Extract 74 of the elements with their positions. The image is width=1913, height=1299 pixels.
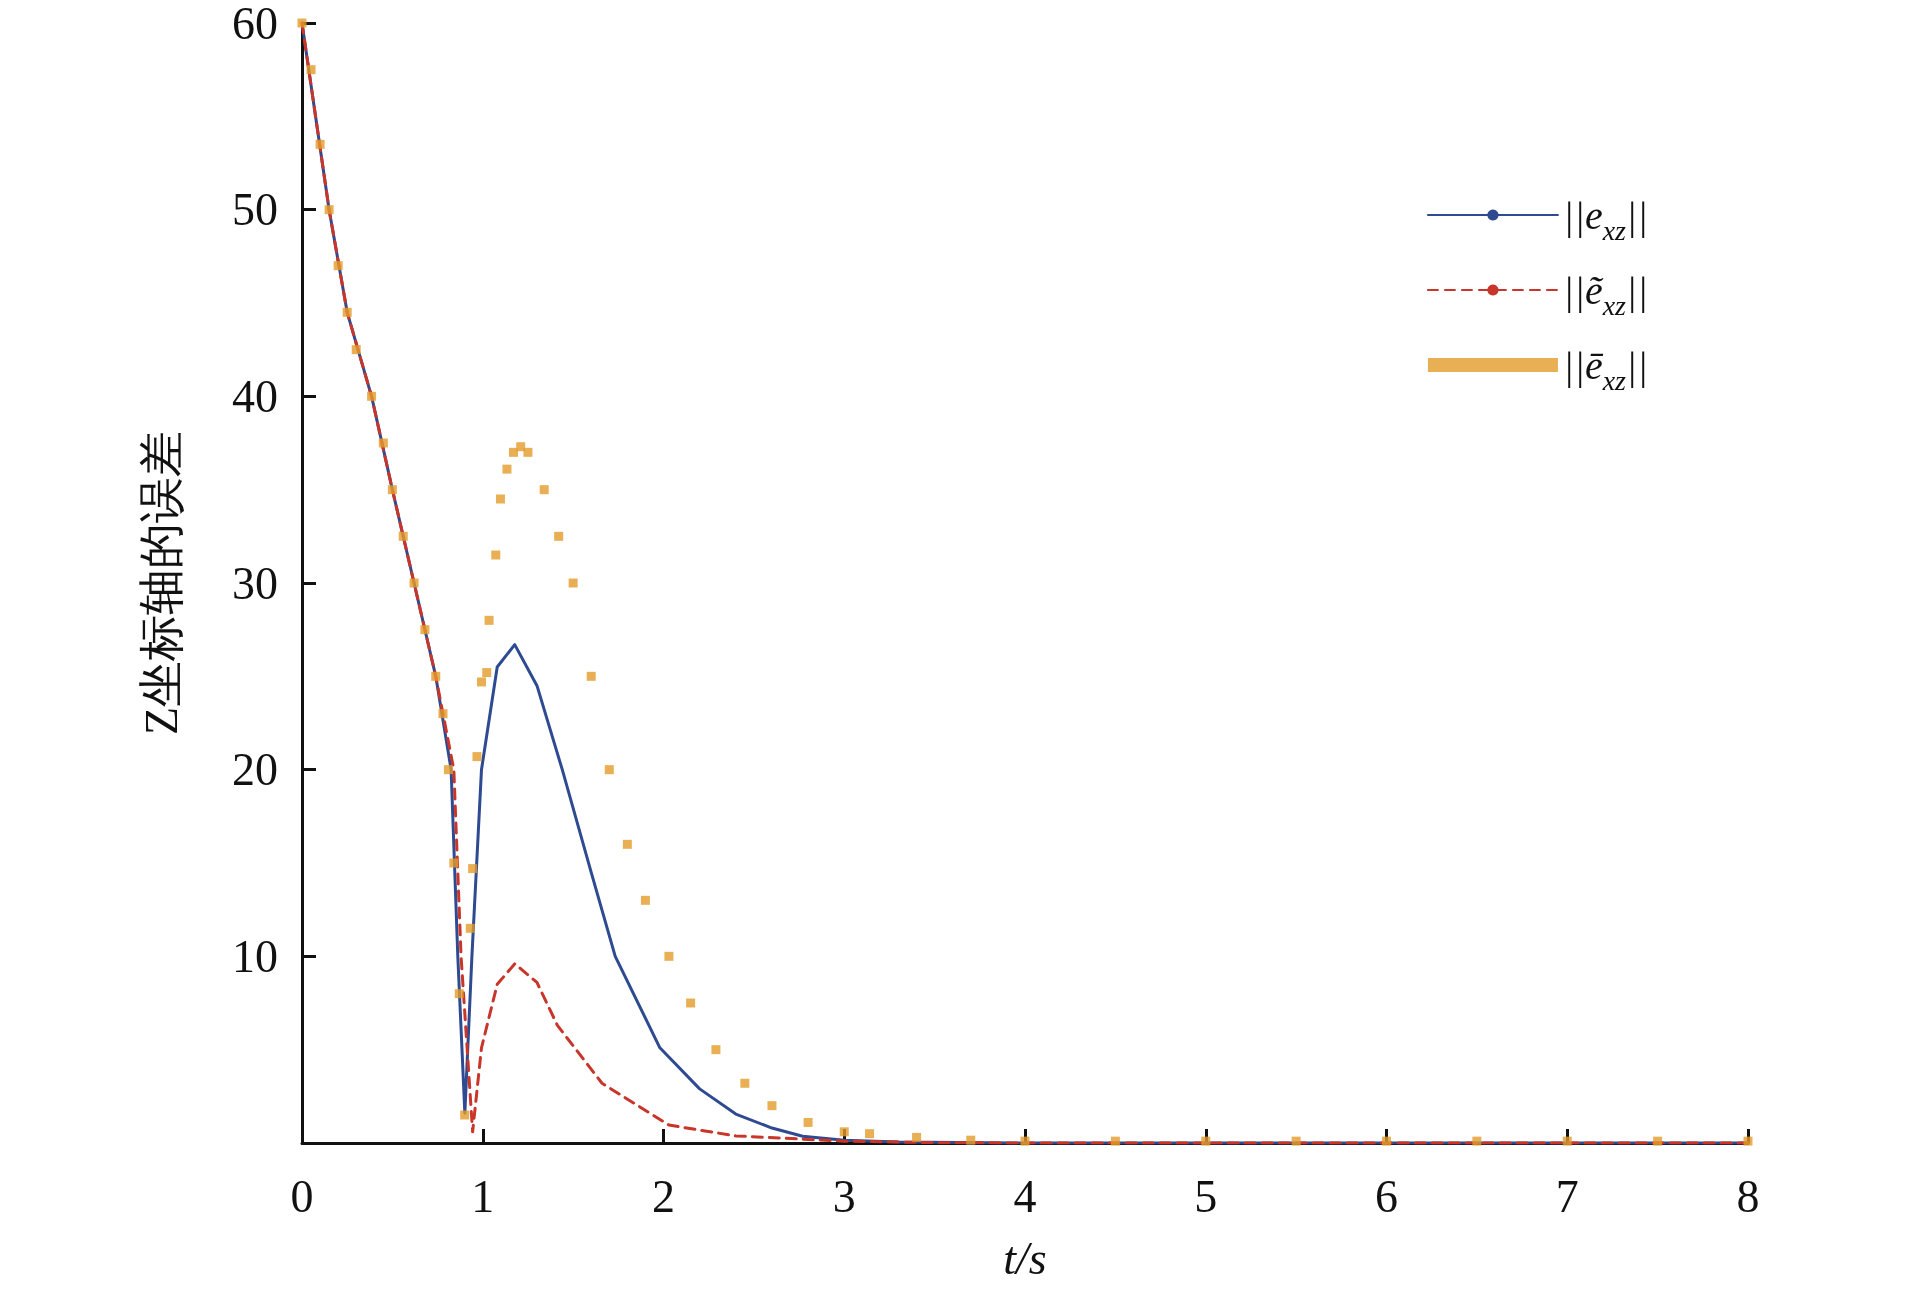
point: [1562, 1136, 1572, 1146]
point: [912, 1132, 922, 1142]
point: [966, 1135, 976, 1145]
point: [622, 839, 632, 849]
point: [640, 895, 650, 905]
point: [516, 442, 526, 452]
point: [508, 447, 518, 457]
point: [306, 65, 316, 75]
point: [803, 1117, 813, 1127]
point: [378, 438, 388, 448]
x-tick-label: 2: [652, 1170, 675, 1222]
y-tick-label: 60: [232, 0, 278, 49]
point: [502, 464, 512, 474]
point: [1291, 1136, 1301, 1146]
x-tick-label: 3: [832, 1170, 856, 1222]
point: [767, 1101, 777, 1111]
y-tick-label: 20: [232, 744, 278, 796]
point: [865, 1129, 875, 1139]
point: [333, 261, 343, 271]
point: [324, 205, 334, 215]
x-tick-label: 0: [290, 1170, 314, 1222]
y-tick-label: 50: [232, 184, 278, 236]
point: [686, 998, 696, 1008]
point: [711, 1045, 721, 1055]
point: [367, 391, 377, 401]
x-tick-label: 5: [1194, 1170, 1218, 1222]
point: [1472, 1136, 1482, 1146]
point: [420, 625, 430, 635]
point: [351, 345, 361, 355]
point: [523, 447, 533, 457]
point: [664, 951, 674, 961]
point: [315, 139, 325, 149]
point: [342, 307, 352, 317]
point: [491, 550, 501, 560]
x-axis-title: t/s: [1003, 1232, 1047, 1284]
point: [1743, 1136, 1753, 1146]
point: [398, 531, 408, 541]
point: [465, 923, 475, 933]
point: [740, 1078, 750, 1088]
point: [1201, 1136, 1211, 1146]
y-tick-label: 10: [232, 930, 278, 982]
x-tick-label: 4: [1013, 1170, 1037, 1222]
point: [438, 709, 448, 719]
y-tick-label: 30: [232, 557, 278, 609]
point: [482, 668, 492, 678]
point: [539, 485, 549, 495]
point: [604, 765, 614, 775]
point: [484, 615, 494, 625]
point: [454, 989, 464, 999]
point: [476, 677, 486, 687]
point: [1110, 1136, 1120, 1146]
point: [586, 671, 596, 681]
y-axis-title: Z坐标轴的误差: [135, 430, 187, 736]
point: [431, 671, 441, 681]
point: [460, 1110, 470, 1120]
x-tick-label: 7: [1555, 1170, 1579, 1222]
point: [387, 485, 397, 495]
point: [1382, 1136, 1391, 1146]
point: [568, 578, 578, 588]
point: [409, 578, 419, 588]
point: [449, 858, 459, 868]
point: [495, 494, 505, 504]
x-tick-label: 6: [1375, 1170, 1398, 1222]
point: [297, 18, 307, 28]
point: [554, 531, 564, 541]
point: [839, 1127, 849, 1137]
y-tick-label: 40: [232, 370, 278, 422]
point: [443, 765, 453, 775]
point: [468, 864, 478, 874]
point: [1653, 1136, 1663, 1146]
x-tick-label: 8: [1736, 1170, 1760, 1222]
x-tick-label: 1: [471, 1170, 495, 1222]
point: [1020, 1136, 1030, 1146]
point: [472, 752, 482, 762]
